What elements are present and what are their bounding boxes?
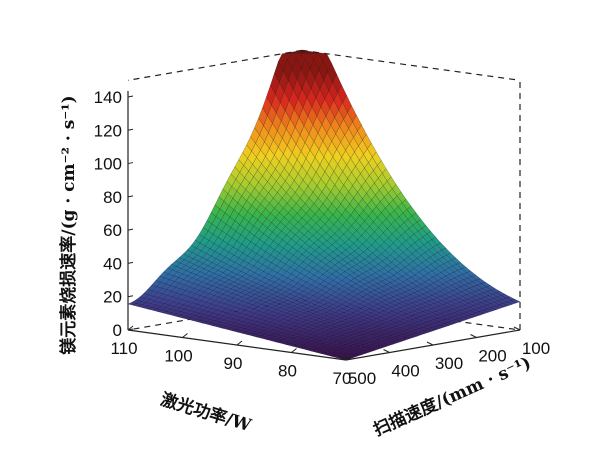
x-tick-mark: [345, 355, 352, 361]
z-tick-label: 60: [103, 221, 122, 240]
top-left-edge: [127, 49, 303, 81]
z-tick-mark: [127, 295, 134, 298]
z-tick-label: 120: [94, 121, 122, 140]
z-axis-title: 镁元素烧损速率/(g · cm⁻² · s⁻¹): [58, 95, 79, 354]
y-tick-label: 200: [478, 347, 506, 366]
y-tick-label: 500: [348, 369, 376, 388]
y-tick-mark: [470, 334, 477, 338]
x-tick-label: 90: [224, 354, 243, 373]
z-tick-label: 140: [94, 88, 122, 107]
y-tick-mark: [426, 341, 434, 346]
x-tick-mark: [182, 333, 188, 338]
y-axis-ticks: 500 400 300 200 100: [339, 326, 550, 388]
y-tick-mark: [339, 356, 347, 361]
x-axis-ticks: 110 100 90 80 70: [110, 325, 352, 388]
z-tick-mark: [127, 195, 134, 198]
z-tick-mark: [127, 95, 134, 98]
x-tick-label: 100: [164, 347, 192, 366]
z-tick-label: 80: [103, 188, 122, 207]
z-tick-mark: [127, 261, 134, 264]
y-tick-label: 400: [391, 362, 419, 381]
x-tick-label: 70: [333, 369, 352, 388]
x-axis-title: 激光功率/W: [158, 389, 254, 437]
y-tick-mark: [383, 349, 390, 353]
z-tick-label: 20: [103, 288, 122, 307]
z-tick-mark: [127, 162, 134, 165]
y-tick-label: 100: [522, 339, 550, 358]
z-tick-mark: [127, 128, 134, 131]
surface-mesh: [127, 50, 521, 361]
z-tick-mark: [127, 228, 134, 231]
y-tick-label: 300: [435, 354, 463, 373]
x-tick-mark: [127, 325, 134, 331]
x-tick-label: 80: [278, 362, 297, 381]
x-tick-mark: [291, 348, 297, 353]
x-tick-mark: [236, 340, 243, 346]
x-tick-label: 110: [110, 339, 137, 358]
z-tick-label: 100: [94, 155, 122, 174]
z-axis-ticks: 0 20 40 60 80 100 120 140: [94, 88, 134, 340]
z-tick-label: 0: [113, 321, 122, 340]
top-right-edge: [301, 49, 521, 81]
y-tick-mark: [513, 326, 521, 331]
z-tick-label: 40: [103, 254, 122, 273]
